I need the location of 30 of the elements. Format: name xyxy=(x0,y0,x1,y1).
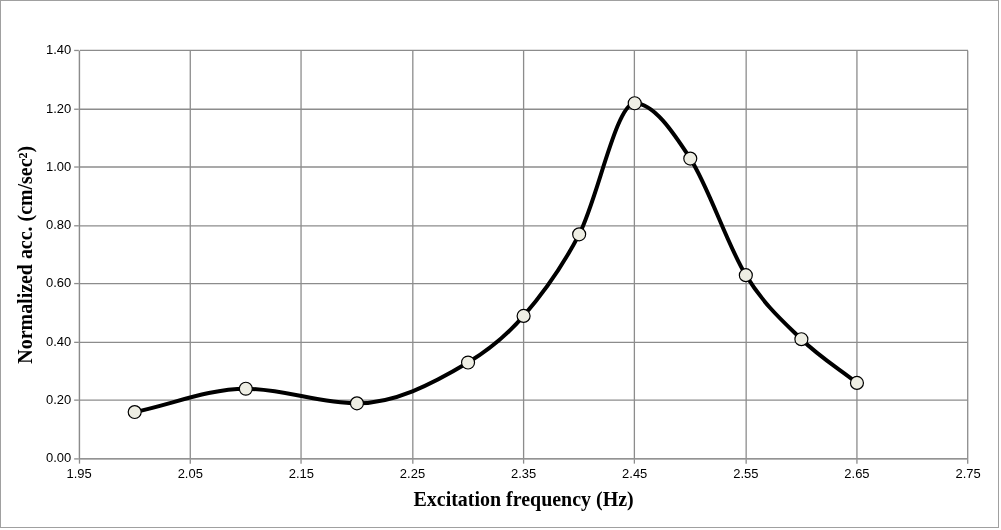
point xyxy=(460,355,476,370)
x-tick-label: 2.25 xyxy=(399,465,426,481)
point xyxy=(738,268,753,283)
x-tick-label: 2.65 xyxy=(844,465,870,481)
point xyxy=(849,375,865,390)
x-tick-label: 2.15 xyxy=(288,465,314,481)
x-tick-label: 2.05 xyxy=(177,465,203,481)
y-tick-label: 1.20 xyxy=(45,100,72,116)
point xyxy=(127,404,142,420)
y-tick-label: 0.60 xyxy=(45,275,72,291)
y-tick-label: 0.40 xyxy=(45,333,72,349)
point xyxy=(627,96,642,111)
point xyxy=(572,227,587,242)
x-tick-label: 2.55 xyxy=(733,465,759,481)
y-tick-label: 1.00 xyxy=(45,158,72,174)
x-tick-label: 2.45 xyxy=(622,465,648,481)
y-tick-label: 1.40 xyxy=(45,42,72,58)
point xyxy=(516,308,531,323)
point xyxy=(238,381,253,396)
y-axis-title: Normalized acc. (cm/sec²) xyxy=(14,145,38,364)
y-tick-label: 0.00 xyxy=(45,450,72,466)
y-tick-label: 0.20 xyxy=(45,391,72,407)
x-axis-title: Excitation frequency (Hz) xyxy=(413,488,634,512)
x-tick-label: 2.75 xyxy=(955,465,981,481)
y-tick-label: 0.80 xyxy=(45,217,72,233)
point xyxy=(349,396,365,411)
point xyxy=(794,332,809,347)
x-tick-label: 1.95 xyxy=(66,465,92,481)
point xyxy=(683,151,698,166)
x-tick-label: 2.35 xyxy=(510,465,537,481)
